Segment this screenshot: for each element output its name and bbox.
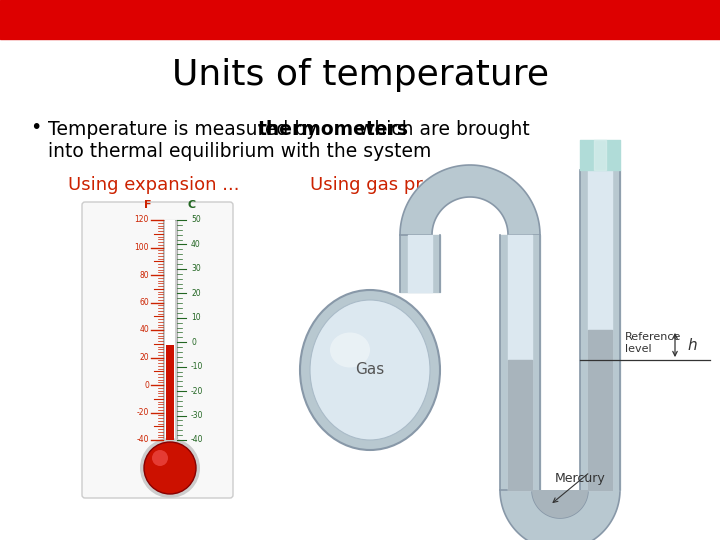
Text: Temperature is measured by: Temperature is measured by bbox=[48, 120, 323, 139]
Text: 40: 40 bbox=[191, 240, 201, 249]
Polygon shape bbox=[532, 490, 588, 518]
Bar bbox=[0, 0, 720, 39]
Text: h: h bbox=[687, 338, 697, 353]
Text: F: F bbox=[144, 200, 152, 210]
Text: 100: 100 bbox=[135, 243, 149, 252]
Text: 120: 120 bbox=[135, 215, 149, 225]
Text: Reference
level: Reference level bbox=[625, 333, 681, 354]
Text: into thermal equilibrium with the system: into thermal equilibrium with the system bbox=[48, 142, 431, 161]
Circle shape bbox=[152, 450, 168, 466]
Text: 20: 20 bbox=[140, 353, 149, 362]
Bar bbox=[163, 220, 177, 440]
Text: Temperature is measured by  thermometers: Temperature is measured by thermometers bbox=[48, 118, 513, 137]
Text: thermometers: thermometers bbox=[258, 120, 409, 139]
Text: Mercury: Mercury bbox=[554, 472, 606, 485]
Text: Units of temperature: Units of temperature bbox=[171, 58, 549, 92]
Text: -10: -10 bbox=[191, 362, 203, 371]
Ellipse shape bbox=[310, 300, 430, 440]
Text: -40: -40 bbox=[191, 435, 204, 444]
Text: 20: 20 bbox=[191, 289, 201, 298]
Text: 60: 60 bbox=[139, 298, 149, 307]
FancyBboxPatch shape bbox=[82, 202, 233, 498]
Text: -20: -20 bbox=[137, 408, 149, 417]
Text: which are brought: which are brought bbox=[353, 120, 530, 139]
Bar bbox=[166, 345, 174, 440]
Text: -30: -30 bbox=[191, 411, 204, 420]
Text: 30: 30 bbox=[191, 265, 201, 273]
Text: -20: -20 bbox=[191, 387, 203, 396]
Text: Gas: Gas bbox=[356, 362, 384, 377]
Text: -40: -40 bbox=[137, 435, 149, 444]
Text: Using expansion ...: Using expansion ... bbox=[68, 176, 240, 194]
Ellipse shape bbox=[300, 290, 440, 450]
Text: •: • bbox=[30, 118, 41, 137]
Text: Using gas pressure ...: Using gas pressure ... bbox=[310, 176, 505, 194]
Text: 10: 10 bbox=[191, 313, 201, 322]
Text: 80: 80 bbox=[140, 271, 149, 280]
Circle shape bbox=[140, 438, 200, 498]
Text: 40: 40 bbox=[139, 326, 149, 334]
Circle shape bbox=[144, 442, 196, 494]
Text: C: C bbox=[188, 200, 196, 210]
Polygon shape bbox=[400, 165, 540, 235]
Text: 50: 50 bbox=[191, 215, 201, 225]
Ellipse shape bbox=[330, 333, 370, 368]
Text: 0: 0 bbox=[144, 381, 149, 389]
Polygon shape bbox=[500, 490, 620, 540]
Text: 0: 0 bbox=[191, 338, 196, 347]
Bar bbox=[165, 220, 175, 440]
